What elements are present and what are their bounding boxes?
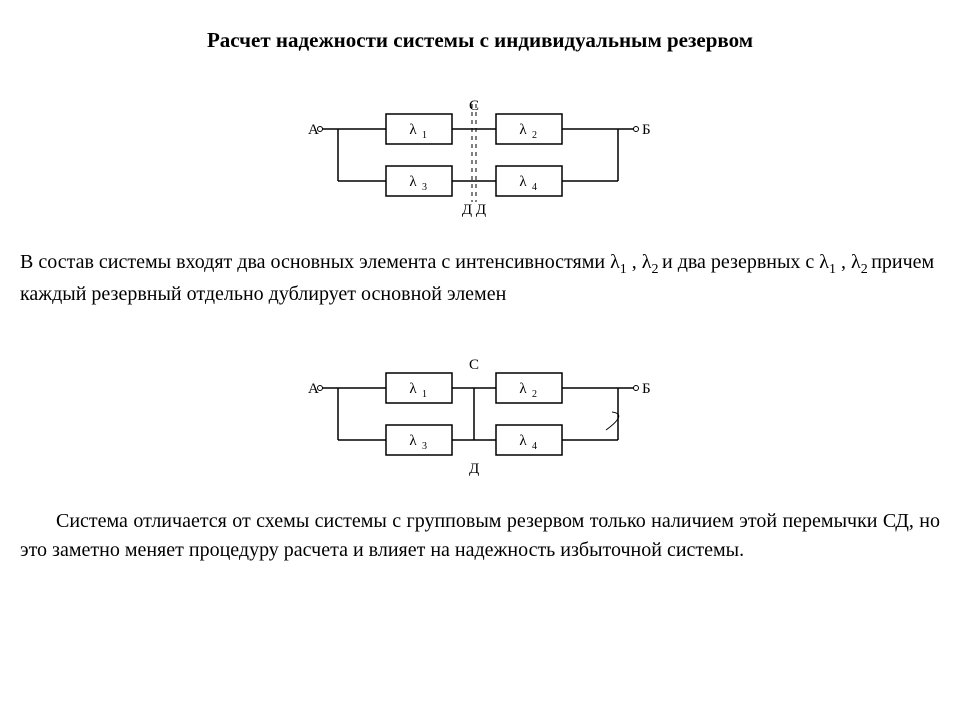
svg-text:4: 4 xyxy=(532,182,537,193)
svg-text:А: А xyxy=(308,122,319,138)
svg-text:λ: λ xyxy=(519,122,527,138)
page-title: Расчет надежности системы с индивидуальн… xyxy=(20,28,940,53)
intro-sub3: 1 xyxy=(829,262,836,277)
svg-text:4: 4 xyxy=(532,441,537,452)
svg-text:2: 2 xyxy=(532,130,537,141)
svg-text:λ: λ xyxy=(409,122,417,138)
diagram-individual-reserve-dashed: λ1λ2λ3λ4АБСД Д xyxy=(300,78,660,218)
svg-text:3: 3 xyxy=(422,182,427,193)
intro-part4: , λ xyxy=(836,251,861,273)
intro-sub2: 2 xyxy=(652,262,663,277)
svg-text:λ: λ xyxy=(409,381,417,397)
svg-text:λ: λ xyxy=(409,433,417,449)
intro-part1: В состав системы входят два основных эле… xyxy=(20,251,620,273)
intro-sub1: 1 xyxy=(620,262,627,277)
svg-text:λ: λ xyxy=(519,381,527,397)
intro-part2: , λ xyxy=(627,251,652,273)
svg-text:Б: Б xyxy=(642,122,651,138)
svg-text:Д: Д xyxy=(469,461,479,477)
svg-text:Б: Б xyxy=(642,381,651,397)
intro-sub4: 2 xyxy=(861,262,872,277)
svg-text:Д Д: Д Д xyxy=(462,202,486,218)
paragraph-intro: В состав системы входят два основных эле… xyxy=(20,248,940,309)
svg-text:λ: λ xyxy=(519,433,527,449)
svg-text:1: 1 xyxy=(422,389,427,400)
svg-text:С: С xyxy=(469,98,479,114)
diagram-individual-reserve-solid: λ1λ2λ3λ4АБСД xyxy=(300,337,660,477)
svg-text:3: 3 xyxy=(422,441,427,452)
svg-text:С: С xyxy=(469,357,479,373)
svg-text:λ: λ xyxy=(519,174,527,190)
paragraph-conclusion: Система отличается от схемы системы с гр… xyxy=(20,507,940,565)
intro-part3: и два резервных с λ xyxy=(662,251,829,273)
svg-text:2: 2 xyxy=(532,389,537,400)
svg-text:λ: λ xyxy=(409,174,417,190)
svg-text:1: 1 xyxy=(422,130,427,141)
svg-text:А: А xyxy=(308,381,319,397)
